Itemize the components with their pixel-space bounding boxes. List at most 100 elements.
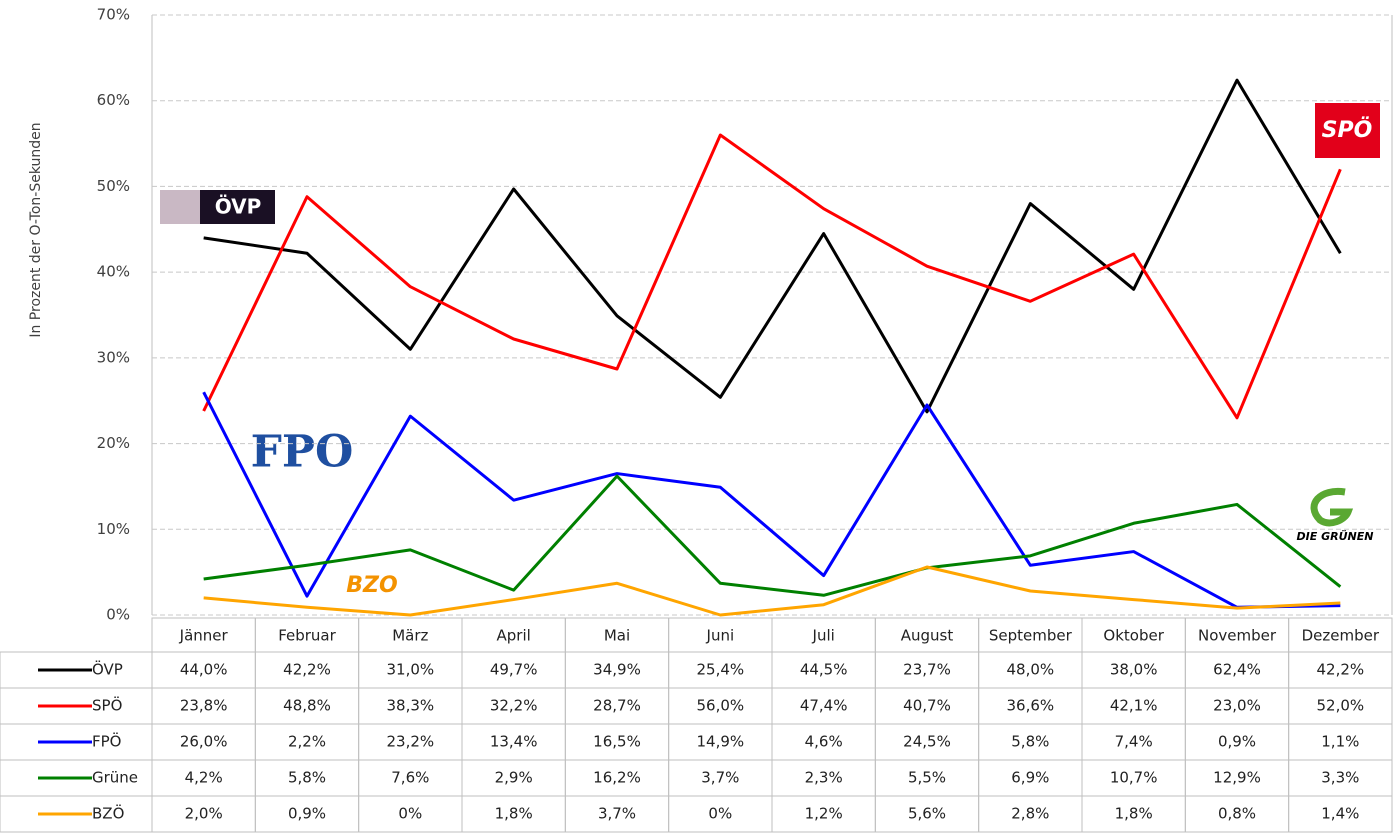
table-value: 28,7% xyxy=(593,697,641,715)
series-line xyxy=(203,78,1342,414)
x-tick-label: März xyxy=(392,627,428,645)
table-value: 5,6% xyxy=(908,805,946,823)
y-tick-label: 0% xyxy=(106,606,130,624)
table-value: 2,0% xyxy=(185,805,223,823)
table-value: 2,3% xyxy=(805,769,843,787)
table-value: 1,1% xyxy=(1321,733,1359,751)
table-value: 31,0% xyxy=(387,661,435,679)
table-value: 7,4% xyxy=(1115,733,1153,751)
table-value: 36,6% xyxy=(1007,697,1055,715)
gruene-logo-text: DIE GRÜNEN xyxy=(1297,529,1374,543)
table-value: 42,1% xyxy=(1110,697,1158,715)
y-tick-label: 70% xyxy=(97,6,130,24)
legend-label: BZÖ xyxy=(92,804,124,823)
table-value: 1,4% xyxy=(1321,805,1359,823)
table-value: 0,9% xyxy=(288,805,326,823)
table-value: 23,8% xyxy=(180,697,228,715)
table-value: 0% xyxy=(398,805,422,823)
ovp-logo: ÖVP xyxy=(160,190,275,224)
x-tick-label: Mai xyxy=(604,627,630,645)
fpo-logo: FPO xyxy=(251,427,354,478)
x-tick-label: Oktober xyxy=(1103,627,1164,645)
table-value: 16,2% xyxy=(593,769,641,787)
table-value: 13,4% xyxy=(490,733,538,751)
x-tick-label: Dezember xyxy=(1302,627,1380,645)
table-value: 5,8% xyxy=(1011,733,1049,751)
x-tick-label: November xyxy=(1198,627,1277,645)
x-tick-label: August xyxy=(901,627,954,645)
table-value: 52,0% xyxy=(1317,697,1365,715)
spo-logo-bg xyxy=(1315,103,1380,158)
table-value: 44,5% xyxy=(800,661,848,679)
table-value: 3,3% xyxy=(1321,769,1359,787)
table-value: 0,9% xyxy=(1218,733,1256,751)
table-value: 26,0% xyxy=(180,733,228,751)
x-tick-label: April xyxy=(497,627,531,645)
table-value: 47,4% xyxy=(800,697,848,715)
table-value: 0% xyxy=(708,805,732,823)
table-value: 38,0% xyxy=(1110,661,1158,679)
table-value: 40,7% xyxy=(903,697,951,715)
table-value: 4,6% xyxy=(805,733,843,751)
table-value: 1,2% xyxy=(805,805,843,823)
table-value: 7,6% xyxy=(391,769,429,787)
legend-label: Grüne xyxy=(92,769,138,787)
table-value: 5,5% xyxy=(908,769,946,787)
plot: 0% 10% 20% 30% 40% 50% 60% 70% Jänner Februar März… xyxy=(0,6,1393,833)
series-line xyxy=(203,474,1342,597)
table-value: 62,4% xyxy=(1213,661,1261,679)
y-axis-label: In Prozent der O-Ton-Sekunden xyxy=(28,122,44,337)
table-value: 34,9% xyxy=(593,661,641,679)
table-value: 16,5% xyxy=(593,733,641,751)
series-line xyxy=(203,565,1341,617)
table-value: 44,0% xyxy=(180,661,228,679)
table-value: 25,4% xyxy=(697,661,745,679)
legend-label: ÖVP xyxy=(92,660,123,679)
spo-logo: SPÖ xyxy=(1315,103,1380,158)
table-value: 42,2% xyxy=(1317,661,1365,679)
series-line xyxy=(202,391,1341,609)
table-value: 32,2% xyxy=(490,697,538,715)
y-tick-label: 50% xyxy=(97,177,130,195)
y-tick-label: 40% xyxy=(97,263,130,281)
legend-label: FPÖ xyxy=(92,732,121,751)
x-tick-label: Februar xyxy=(278,627,336,645)
table-value: 3,7% xyxy=(598,805,636,823)
table-value: 24,5% xyxy=(903,733,951,751)
table-value: 38,3% xyxy=(387,697,435,715)
y-tick-label: 20% xyxy=(97,434,130,452)
table-value: 23,7% xyxy=(903,661,951,679)
y-tick-label: 60% xyxy=(97,91,130,109)
gruene-logo: DIE GRÜNEN xyxy=(1297,487,1374,543)
table-value: 10,7% xyxy=(1110,769,1158,787)
table-value: 42,2% xyxy=(283,661,331,679)
bzo-logo: BZO xyxy=(346,573,397,598)
legend-label: SPÖ xyxy=(92,696,122,715)
table-value: 23,0% xyxy=(1213,697,1261,715)
y-tick-label: 30% xyxy=(97,348,130,366)
x-tick-label: Jänner xyxy=(179,627,229,645)
table-value: 56,0% xyxy=(697,697,745,715)
table-value: 2,9% xyxy=(495,769,533,787)
table-cell xyxy=(1288,795,1393,833)
ovp-logo-text: ÖVP xyxy=(215,195,262,219)
table-value: 1,8% xyxy=(1115,805,1153,823)
x-tick-label: September xyxy=(989,627,1073,645)
ovp-logo-flag xyxy=(160,190,200,224)
table-value: 12,9% xyxy=(1213,769,1261,787)
table-value: 2,8% xyxy=(1011,805,1049,823)
table-value: 4,2% xyxy=(185,769,223,787)
y-tick-label: 10% xyxy=(97,520,130,538)
table-value: 48,0% xyxy=(1007,661,1055,679)
table-value: 0,8% xyxy=(1218,805,1256,823)
table-value: 2,2% xyxy=(288,733,326,751)
table-value: 3,7% xyxy=(701,769,739,787)
table-value: 23,2% xyxy=(387,733,435,751)
x-tick-label: Juni xyxy=(706,627,735,645)
table-value: 6,9% xyxy=(1011,769,1049,787)
spo-logo-text: SPÖ xyxy=(1322,117,1373,143)
table-value: 14,9% xyxy=(697,733,745,751)
table-value: 49,7% xyxy=(490,661,538,679)
gruene-swoosh xyxy=(1310,487,1354,527)
